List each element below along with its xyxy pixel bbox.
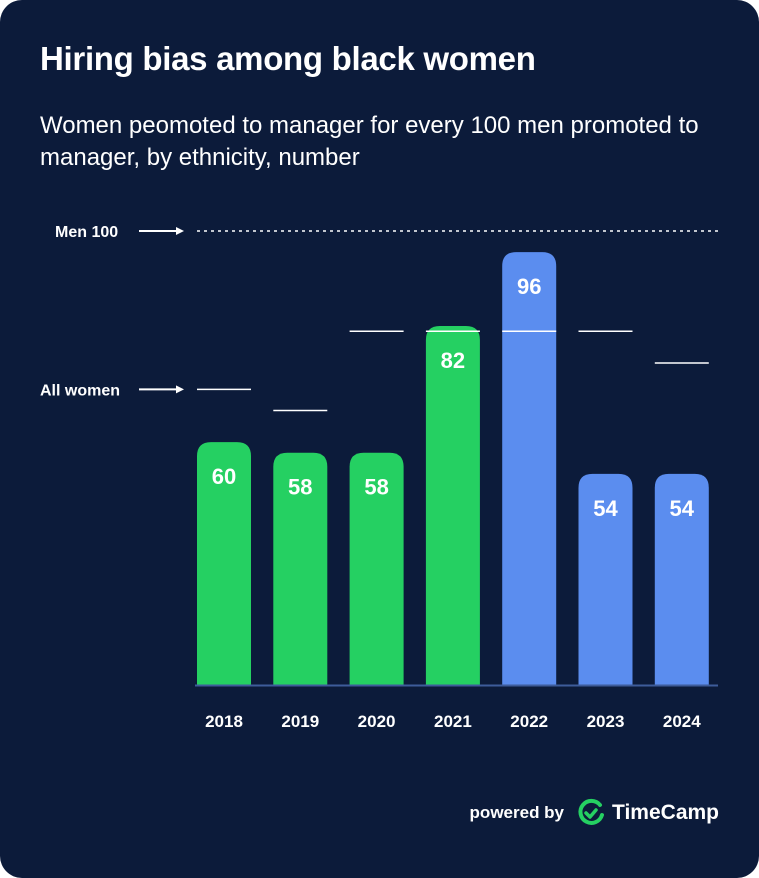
bar-2024 (654, 473, 709, 685)
bar-2023 (578, 473, 633, 685)
bar-2018 (197, 442, 251, 685)
men-arrow-icon (176, 227, 184, 235)
timecamp-logo-icon (578, 798, 605, 825)
bar-2021 (425, 326, 480, 685)
bar-2022 (502, 252, 557, 685)
chart-subtitle: Women peomoted to manager for every 100 … (40, 112, 699, 171)
bar-value-label-2020: 58 (364, 475, 388, 500)
bar-value-label-2024: 54 (670, 496, 695, 521)
bar-value-label-2022: 96 (517, 274, 541, 299)
x-tick-label-2021: 2021 (434, 712, 472, 731)
footer: powered by TimeCamp (470, 798, 719, 828)
brand-name: TimeCamp (612, 801, 719, 824)
bar-value-label-2019: 58 (288, 475, 312, 500)
men-100-label: Men 100 (55, 224, 118, 241)
bar-value-label-2021: 82 (441, 348, 465, 373)
bar-value-label-2023: 54 (593, 496, 618, 521)
bar-2020 (349, 452, 404, 685)
x-tick-label-2020: 2020 (358, 712, 396, 731)
bar-value-label-2018: 60 (212, 464, 236, 489)
x-tick-label-2023: 2023 (587, 712, 625, 731)
chart-title: Hiring bias among black women (40, 40, 536, 77)
x-tick-label-2024: 2024 (663, 712, 701, 731)
x-tick-label-2019: 2019 (281, 712, 319, 731)
all-women-label: All women (40, 382, 120, 399)
x-tick-label-2018: 2018 (205, 712, 243, 731)
powered-by-text: powered by (469, 803, 565, 822)
bar-2019 (273, 452, 328, 685)
all-women-arrow-icon (176, 385, 184, 394)
x-tick-label-2022: 2022 (510, 712, 548, 731)
